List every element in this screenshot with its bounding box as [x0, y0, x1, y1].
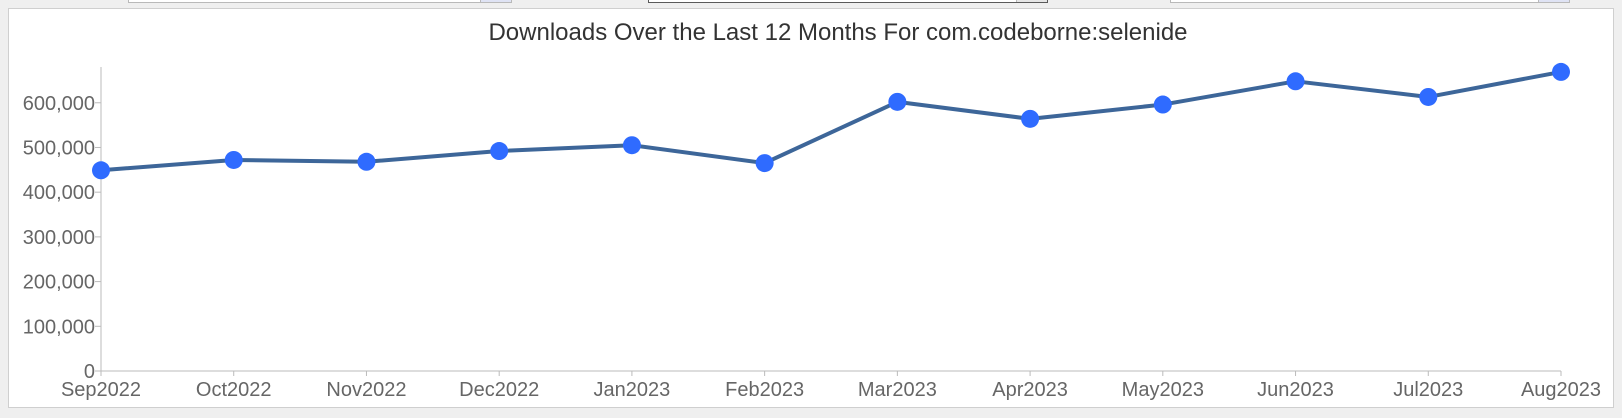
- data-point[interactable]: [490, 142, 509, 161]
- y-tick-label: 500,000: [23, 137, 95, 159]
- y-tick-label: 0: [84, 361, 95, 383]
- top-toolbar-strip: [0, 0, 1622, 8]
- x-tick-label: Mar2023: [858, 379, 937, 401]
- data-point[interactable]: [755, 154, 774, 173]
- data-point[interactable]: [1021, 109, 1040, 128]
- x-tick-label: Nov2022: [326, 379, 406, 401]
- data-point[interactable]: [1552, 62, 1570, 81]
- data-point[interactable]: [622, 136, 641, 155]
- data-point[interactable]: [92, 161, 110, 180]
- x-axis-ticks: Sep2022 Oct2022 Nov2022 Dec2022 Jan2023 Feb20…: [61, 371, 1601, 401]
- x-tick-label: Aug2023: [1521, 379, 1601, 401]
- y-tick-label: 300,000: [23, 227, 95, 249]
- x-tick-label: Jun2023: [1257, 379, 1334, 401]
- y-tick-label: 600,000: [23, 93, 95, 115]
- toolbar-field-left[interactable]: [128, 0, 512, 3]
- x-tick-label: Dec2022: [459, 379, 539, 401]
- toolbar-field-center[interactable]: [648, 0, 1048, 3]
- data-point[interactable]: [888, 92, 907, 111]
- toolbar-field-right[interactable]: [1170, 0, 1570, 3]
- x-tick-label: Oct2022: [196, 379, 272, 401]
- data-point[interactable]: [224, 150, 243, 169]
- series-layer: [92, 62, 1570, 180]
- y-tick-label: 400,000: [23, 182, 95, 204]
- x-tick-label: Jan2023: [594, 379, 671, 401]
- toolbar-field-right-button[interactable]: [1538, 0, 1569, 2]
- data-point[interactable]: [1286, 72, 1305, 91]
- y-axis-ticks: 0 100,000 200,000 300,000 400,000 500,000 600,…: [23, 93, 101, 383]
- x-tick-label: Apr2023: [992, 379, 1068, 401]
- y-tick-label: 200,000: [23, 272, 95, 294]
- x-tick-label: May2023: [1122, 379, 1204, 401]
- y-tick-label: 100,000: [23, 316, 95, 338]
- x-tick-label: Feb2023: [725, 379, 804, 401]
- data-point[interactable]: [1419, 87, 1438, 106]
- toolbar-field-left-button[interactable]: [480, 0, 511, 2]
- x-tick-label: Sep2022: [61, 379, 141, 401]
- data-point[interactable]: [1153, 95, 1172, 114]
- series-line: [100, 69, 1562, 173]
- chart-title: Downloads Over the Last 12 Months For co…: [488, 19, 1187, 46]
- chart-panel: [8, 8, 1614, 408]
- data-point[interactable]: [357, 152, 376, 171]
- x-tick-label: Jul2023: [1393, 379, 1463, 401]
- chart-axes: [100, 67, 1561, 372]
- toolbar-field-center-button[interactable]: [1016, 0, 1047, 2]
